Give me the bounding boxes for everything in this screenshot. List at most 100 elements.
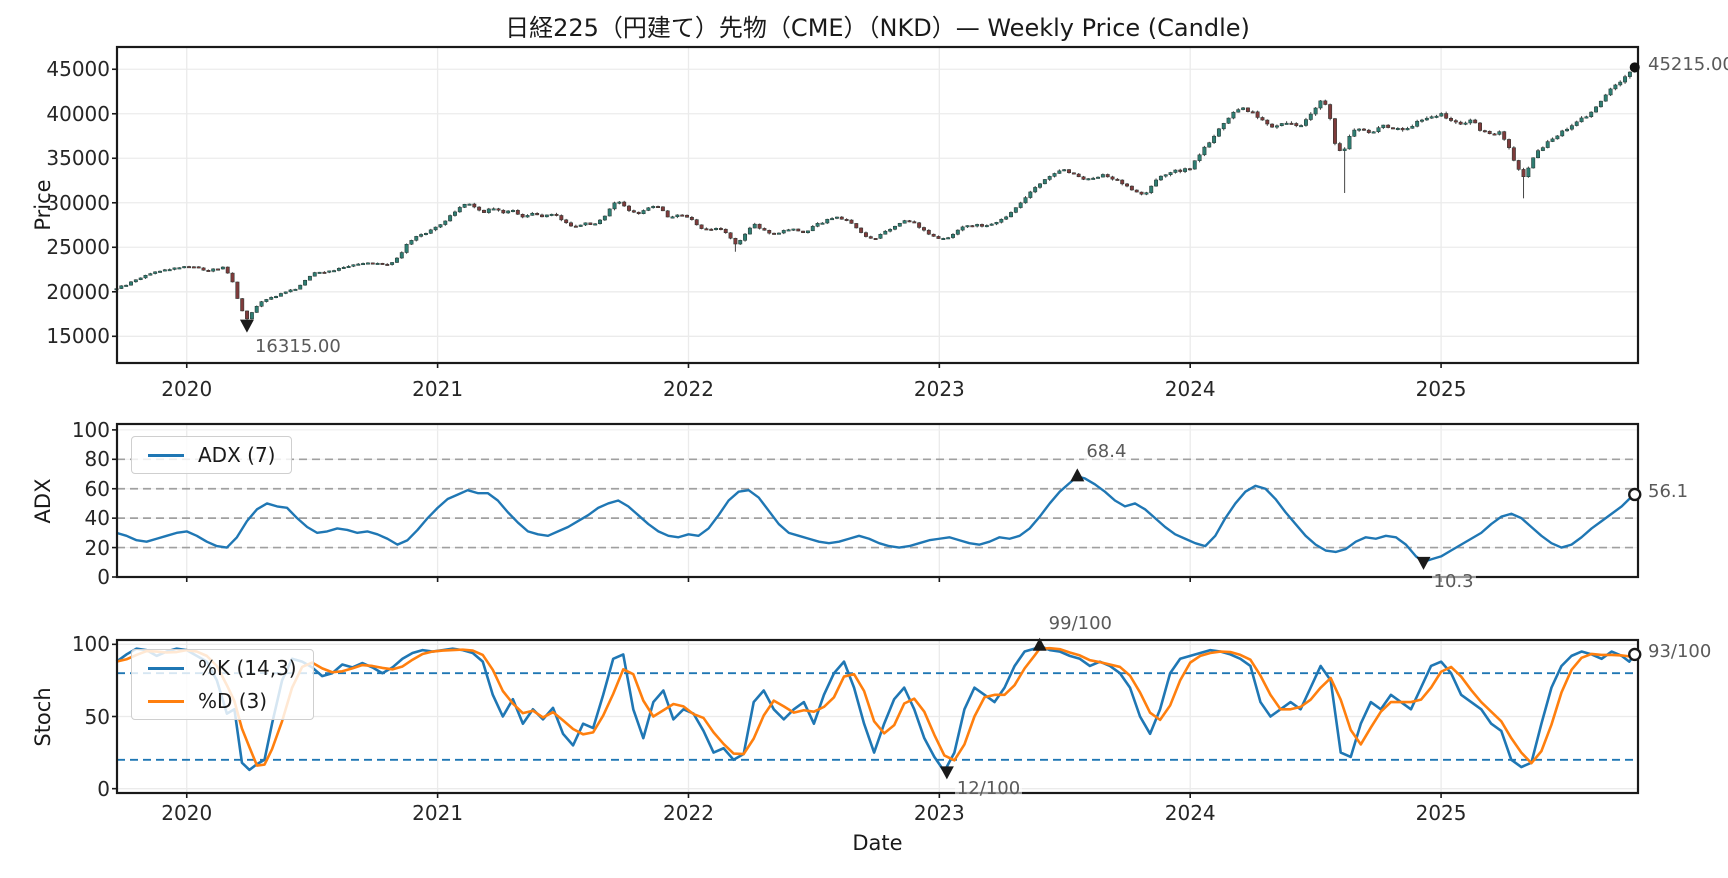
- adx-high-marker: [1070, 468, 1085, 482]
- candle-body: [1139, 191, 1144, 195]
- adx-legend: ADX (7): [131, 436, 293, 474]
- adx-panel-border: [115, 422, 1640, 579]
- candle-body: [564, 219, 569, 224]
- candle-body: [704, 228, 709, 231]
- adx-line: [116, 475, 1636, 564]
- candle-body: [1627, 71, 1632, 77]
- candle-body: [772, 232, 777, 235]
- candle-body: [1245, 107, 1250, 112]
- y-tick-label: 50: [84, 704, 110, 729]
- candle-body: [1038, 183, 1042, 188]
- candle-body: [1391, 127, 1395, 130]
- candle-body: [1550, 138, 1555, 142]
- annotation-stoch-high: 99/100: [1046, 612, 1114, 635]
- candle-body: [443, 220, 448, 225]
- candle-body: [1284, 122, 1289, 125]
- candle-body: [414, 236, 419, 241]
- candle-body: [883, 230, 888, 235]
- stoch-legend-entry-d: %D (3): [148, 689, 297, 713]
- candle-body: [1178, 169, 1183, 172]
- candle-body: [245, 310, 249, 320]
- candle-body: [1047, 176, 1052, 180]
- candle-body: [540, 214, 544, 218]
- candle-body: [583, 222, 588, 226]
- candle-body: [298, 284, 303, 290]
- candle-body: [453, 211, 457, 216]
- candle-body: [1439, 113, 1444, 117]
- candle-body: [1579, 117, 1584, 123]
- candle-body: [912, 221, 917, 224]
- candle-body: [1115, 178, 1120, 181]
- candle-body: [1608, 88, 1613, 96]
- candle-body: [1545, 141, 1550, 148]
- candle-body: [743, 233, 748, 241]
- candle-body: [1168, 172, 1173, 175]
- candle-body: [1081, 176, 1086, 180]
- candle-body: [922, 227, 926, 231]
- candle-body: [172, 267, 177, 270]
- k-legend-label: %K (14,3): [198, 656, 297, 680]
- adx-line-sample: [148, 453, 184, 457]
- candle-body: [651, 206, 656, 209]
- candle-body: [491, 208, 496, 211]
- candle-body: [506, 210, 511, 214]
- adx-legend-label: ADX (7): [198, 443, 276, 467]
- candle-body: [1376, 127, 1381, 133]
- candle-body: [187, 266, 191, 269]
- candle-body: [486, 208, 491, 213]
- candle-body: [627, 205, 631, 211]
- candle-body: [143, 274, 148, 279]
- x-tick-label: 2020: [161, 377, 213, 401]
- candle-body: [1516, 160, 1521, 170]
- d-line-sample: [148, 699, 184, 703]
- y-tick-label: 15000: [46, 324, 110, 349]
- candle-body: [457, 207, 462, 213]
- candle-body: [1511, 147, 1516, 161]
- candle-body: [660, 206, 665, 212]
- annotation-price-low: 16315.00: [252, 335, 343, 358]
- candle-body: [535, 213, 540, 216]
- candle-body: [1618, 81, 1623, 86]
- candle-body: [776, 232, 781, 235]
- candle-body: [1163, 174, 1168, 177]
- candle-body: [902, 220, 907, 224]
- candle-body: [544, 214, 549, 218]
- candle-body: [859, 227, 864, 233]
- candle-body: [1333, 118, 1337, 144]
- candle-body: [1337, 143, 1342, 151]
- candle-body: [1502, 131, 1507, 140]
- candle-body: [1482, 130, 1487, 133]
- candle-body: [999, 218, 1004, 223]
- d-line: [116, 646, 1635, 767]
- date-axis-label: Date: [852, 831, 903, 855]
- y-tick-label: 20: [84, 535, 110, 560]
- candle-body: [830, 218, 835, 221]
- x-tick-label: 2021: [412, 377, 464, 401]
- candle-body: [1468, 119, 1473, 124]
- candle-body: [675, 214, 680, 218]
- candle-body: [602, 215, 607, 221]
- candle-body: [1318, 100, 1323, 109]
- candle-body: [786, 229, 791, 232]
- y-tick-label: 80: [84, 447, 110, 472]
- candle-body: [220, 266, 225, 270]
- candle-body: [689, 217, 694, 220]
- price-panel-border: [115, 45, 1640, 365]
- candle-body: [167, 269, 172, 272]
- candle-body: [472, 203, 477, 208]
- candle-body: [1105, 174, 1110, 178]
- candle-body: [975, 224, 980, 227]
- candle-body: [1158, 175, 1163, 181]
- candle-body: [1357, 128, 1362, 131]
- candle-body: [1067, 169, 1071, 174]
- candle-body: [1241, 107, 1246, 110]
- candle-body: [153, 271, 158, 274]
- candle-body: [1096, 176, 1100, 179]
- candle-body: [1154, 179, 1159, 187]
- candle-body: [1192, 160, 1197, 170]
- candle-body: [1540, 147, 1545, 151]
- candle-body: [1221, 123, 1226, 130]
- x-tick-label: 2020: [161, 801, 213, 825]
- candle-body: [801, 230, 806, 234]
- candle-body: [1274, 125, 1279, 128]
